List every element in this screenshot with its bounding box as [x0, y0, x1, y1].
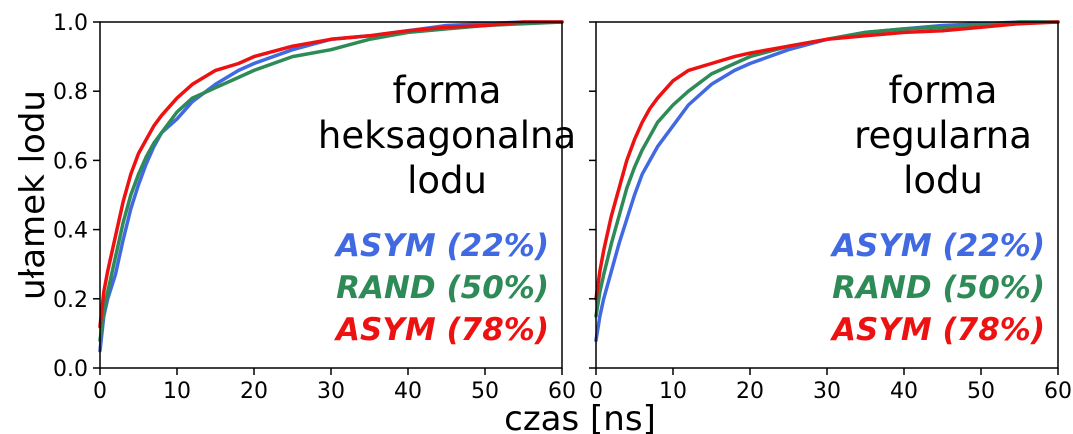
- panel-text-line: forma: [393, 69, 502, 112]
- x-tick-label: 60: [1044, 379, 1072, 404]
- x-tick-label: 0: [589, 379, 603, 404]
- y-axis-label: ułamek lodu: [13, 90, 53, 300]
- y-tick-label: 0.2: [53, 288, 88, 313]
- legend-label: RAND (50%): [336, 270, 549, 306]
- x-tick-label: 40: [890, 379, 918, 404]
- y-tick-label: 0.0: [53, 357, 88, 382]
- panel-text-line: forma: [889, 69, 998, 112]
- x-tick-label: 30: [317, 379, 345, 404]
- legend-label: RAND (50%): [832, 270, 1045, 306]
- x-tick-label: 20: [240, 379, 268, 404]
- x-axis-label: czas [ns]: [504, 399, 656, 434]
- y-tick-label: 1.0: [53, 11, 88, 36]
- series-line-red: [98, 20, 564, 329]
- panel-text-line: lodu: [903, 159, 983, 202]
- x-tick-label: 50: [471, 379, 499, 404]
- y-tick-label: 0.6: [53, 149, 88, 174]
- legend-label: ASYM (22%): [333, 228, 549, 264]
- x-tick-label: 40: [394, 379, 422, 404]
- legend-label: ASYM (78%): [333, 312, 549, 348]
- x-tick-label: 50: [967, 379, 995, 404]
- series-line-green: [594, 20, 1060, 318]
- x-tick-label: 60: [548, 379, 576, 404]
- panel-text-line: heksagonalna: [318, 114, 576, 157]
- x-tick-label: 0: [93, 379, 107, 404]
- chart-panel-1: 0 10 20 30 40 50 60 0.0 0.2 0.4 0.6 0.8 1.0 formaheks…: [53, 11, 576, 404]
- x-tick-label: 10: [659, 379, 687, 404]
- panel-text-line: regularna: [854, 114, 1032, 157]
- legend-label: ASYM (78%): [829, 312, 1045, 348]
- y-tick-label: 0.8: [53, 80, 88, 105]
- panel-text-line: lodu: [407, 159, 487, 202]
- x-tick-label: 20: [736, 379, 764, 404]
- x-tick-label: 10: [163, 379, 191, 404]
- y-tick-label: 0.4: [53, 219, 88, 244]
- series-line-red: [594, 20, 1060, 301]
- legend-label: ASYM (22%): [829, 228, 1045, 264]
- x-tick-label: 30: [813, 379, 841, 404]
